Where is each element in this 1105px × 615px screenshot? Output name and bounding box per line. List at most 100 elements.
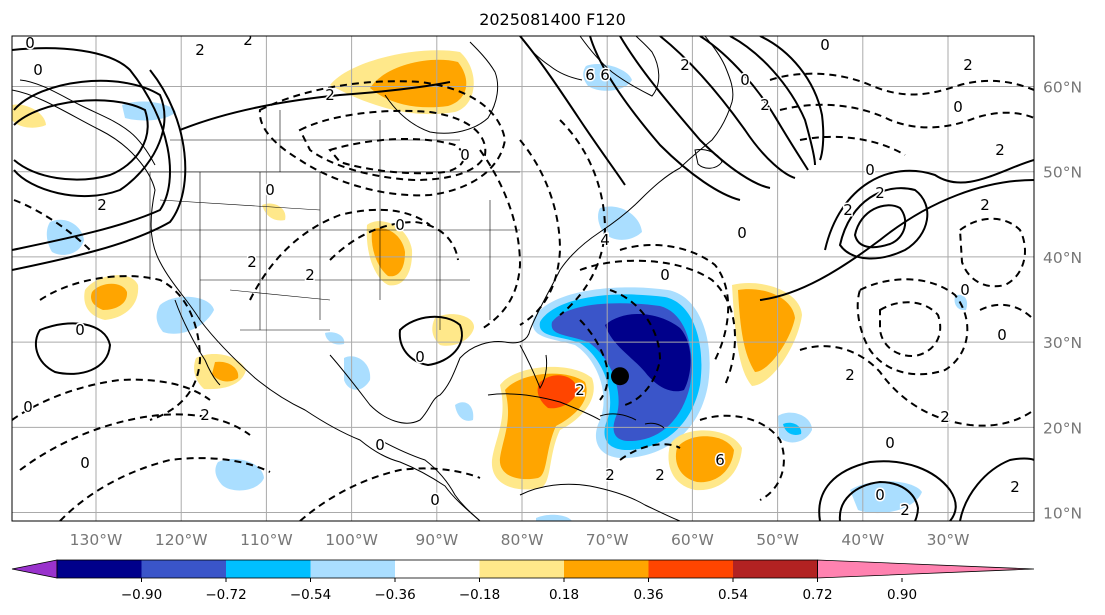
colorbar-segment bbox=[141, 560, 226, 578]
contour-label: 0 bbox=[660, 266, 670, 284]
contour-label: 2 bbox=[875, 184, 885, 202]
contour-label: 0 bbox=[75, 321, 85, 339]
anomaly-region bbox=[536, 514, 572, 521]
contour-line-positive bbox=[398, 315, 463, 367]
contour-label: 0 bbox=[875, 486, 885, 504]
anomaly-region bbox=[212, 361, 239, 382]
coastline bbox=[384, 41, 499, 134]
contour-line-positive bbox=[12, 69, 187, 271]
longitude-label: 120°W bbox=[155, 531, 208, 549]
anomaly-region bbox=[783, 422, 802, 435]
contour-line-positive bbox=[34, 322, 112, 375]
contour-line-negative bbox=[769, 72, 1034, 96]
contour-label: 2 bbox=[760, 96, 770, 114]
longitude-labels: 130°W 120°W 110°W 100°W 90°W 80°W 70°W 60°W 50°W… bbox=[70, 531, 970, 549]
colorbar-tick-label: −0.72 bbox=[205, 587, 246, 603]
contour-label: 2 bbox=[1010, 478, 1020, 496]
contour-label: 0 bbox=[997, 326, 1007, 344]
contour-label: 0 bbox=[375, 436, 385, 454]
contour-label: 2 bbox=[97, 196, 107, 214]
contour-line-positive bbox=[699, 36, 809, 171]
longitude-label: 60°W bbox=[671, 531, 714, 549]
contour-line-positive bbox=[659, 36, 796, 179]
coastline bbox=[379, 439, 481, 521]
contour-line-positive bbox=[853, 204, 907, 249]
contour-line-negative bbox=[619, 443, 681, 461]
contour-line-negative bbox=[856, 278, 969, 376]
latitude-label: 40°N bbox=[1043, 249, 1082, 267]
contour-label: 2 bbox=[680, 56, 690, 74]
contour-label: 0 bbox=[737, 224, 747, 242]
contour-label: 0 bbox=[885, 434, 895, 452]
colorbar-extend-min bbox=[11, 559, 58, 579]
contour-line-negative bbox=[979, 303, 1034, 321]
colorbar-segment bbox=[564, 560, 649, 578]
contour-line-negative bbox=[559, 119, 607, 316]
contour-label: 2 bbox=[575, 381, 585, 399]
anomaly-region bbox=[91, 283, 128, 310]
colorbar-tick-label: 0.72 bbox=[802, 587, 832, 603]
anomaly-region bbox=[675, 436, 734, 483]
contour-line-negative bbox=[519, 139, 562, 326]
contour-line-negative bbox=[19, 413, 251, 471]
coastline bbox=[519, 483, 681, 521]
anomaly-region bbox=[46, 219, 84, 255]
lat-lon-gridlines bbox=[12, 36, 1034, 521]
contour-label: 2 bbox=[963, 56, 973, 74]
colorbar-segment bbox=[479, 560, 564, 578]
contour-label: 6 bbox=[715, 451, 725, 469]
contour-line-positive bbox=[13, 79, 166, 198]
anomaly-region bbox=[344, 356, 371, 390]
contour-label: 0 bbox=[80, 454, 90, 472]
contour-label: 0 bbox=[395, 216, 405, 234]
contour-line-positive bbox=[959, 457, 1034, 521]
anomaly-region bbox=[370, 59, 467, 108]
contour-line-positive bbox=[729, 36, 816, 166]
contour-label: 0 bbox=[820, 36, 830, 54]
colorbar-extend-max bbox=[817, 559, 1035, 579]
contour-line-positive bbox=[13, 99, 149, 181]
longitude-label: 80°W bbox=[501, 531, 544, 549]
contour-line-negative bbox=[329, 220, 459, 261]
contour-label: 2 bbox=[843, 201, 853, 219]
latitude-label: 20°N bbox=[1043, 419, 1082, 437]
longitude-label: 70°W bbox=[586, 531, 629, 549]
contour-line-negative bbox=[299, 467, 481, 521]
contour-line-negative bbox=[39, 275, 202, 421]
contour-label: 0 bbox=[33, 61, 43, 79]
colorbar-tick-label: 0.36 bbox=[633, 587, 663, 603]
anomaly-region bbox=[605, 313, 691, 392]
map-frame bbox=[11, 35, 1035, 522]
contour-line-positive bbox=[759, 36, 825, 161]
contour-label: 0 bbox=[865, 161, 875, 179]
contour-line-negative bbox=[298, 109, 487, 182]
political-border bbox=[159, 199, 321, 211]
colorbar-segment bbox=[57, 560, 142, 578]
colorbar-segment bbox=[648, 560, 733, 578]
coastline bbox=[694, 149, 723, 169]
anomaly-region bbox=[215, 458, 264, 491]
anomaly-region bbox=[325, 332, 345, 345]
contour-label: 0 bbox=[960, 281, 970, 299]
longitude-label: 130°W bbox=[70, 531, 123, 549]
colorbar-segment bbox=[733, 560, 818, 578]
contour-label: 2 bbox=[995, 141, 1005, 159]
anomaly-region bbox=[432, 314, 475, 346]
contour-label: 0 bbox=[430, 491, 440, 509]
contour-line-positive bbox=[838, 187, 929, 260]
contour-line-positive bbox=[179, 81, 451, 131]
anomaly-region bbox=[598, 206, 642, 240]
latitude-labels: 60°N 50°N 40°N 30°N 20°N 10°N bbox=[1043, 79, 1082, 523]
longitude-label: 50°W bbox=[756, 531, 799, 549]
contour-line-negative bbox=[328, 137, 465, 175]
longitude-label: 100°W bbox=[325, 531, 378, 549]
colorbar-tick-label: −0.90 bbox=[121, 587, 162, 603]
colorbar-tick-label: −0.18 bbox=[459, 587, 500, 603]
contour-label: 2 bbox=[655, 466, 665, 484]
contour-label: 2 bbox=[980, 196, 990, 214]
anomaly-region bbox=[738, 289, 795, 372]
colorbar-tick-label: 0.18 bbox=[549, 587, 579, 603]
contour-label: 4 bbox=[600, 231, 610, 249]
contour-line-negative bbox=[779, 103, 1034, 129]
